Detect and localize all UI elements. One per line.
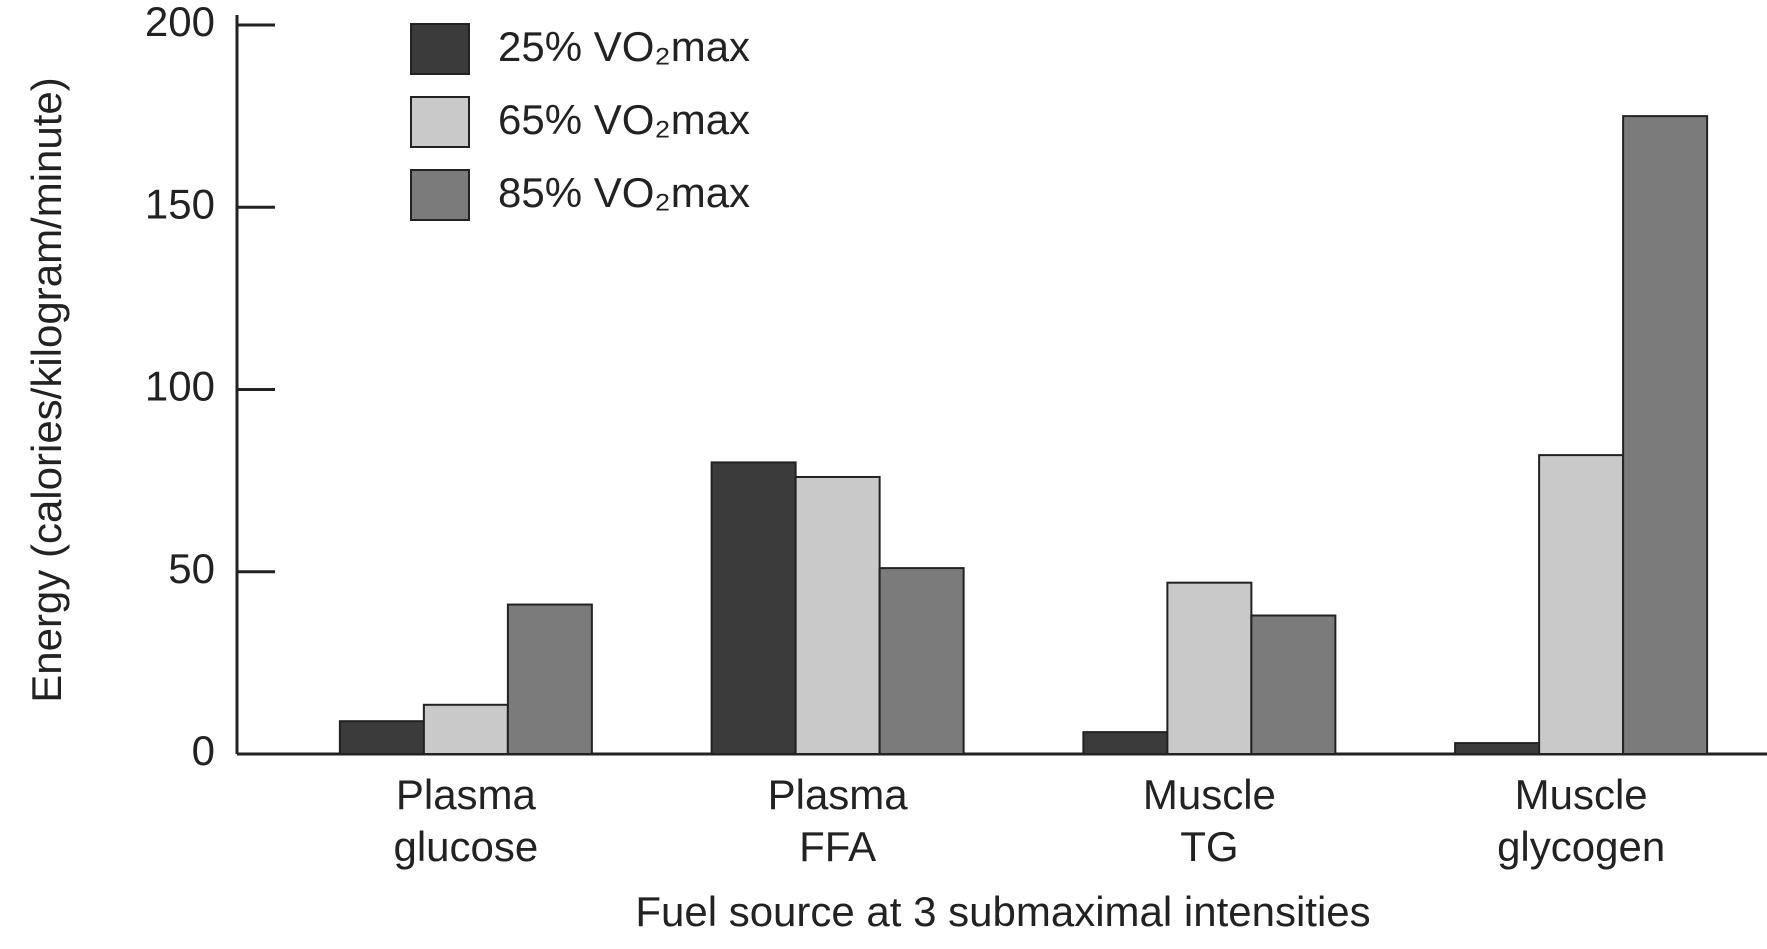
y-tick-label: 0 <box>192 727 215 774</box>
x-tick-label: FFA <box>799 823 876 870</box>
x-axis-title: Fuel source at 3 submaximal intensities <box>635 888 1370 935</box>
legend-swatch <box>410 169 470 221</box>
legend-label: 65% VO₂max <box>498 96 750 143</box>
x-tick-label: TG <box>1180 823 1238 870</box>
bar <box>1622 115 1709 755</box>
y-tick-label: 50 <box>168 545 215 592</box>
legend-label: 85% VO₂max <box>498 169 750 216</box>
bar <box>1538 454 1625 755</box>
bar <box>710 461 797 755</box>
y-tick-label: 100 <box>145 363 215 410</box>
legend-label: 25% VO₂max <box>498 23 750 70</box>
x-tick-label: glucose <box>393 823 538 870</box>
bar <box>1250 614 1337 755</box>
legend-swatch <box>410 96 470 148</box>
bar <box>1454 742 1541 756</box>
bar <box>506 603 593 755</box>
bar <box>338 720 425 756</box>
x-tick-label: Muscle <box>1515 771 1648 818</box>
x-tick-label: Plasma <box>396 771 537 818</box>
y-axis-title: Energy (calories/kilogram/minute) <box>23 77 70 703</box>
bar <box>1082 731 1169 756</box>
bar <box>878 567 965 755</box>
bar <box>794 475 881 755</box>
x-tick-label: glycogen <box>1497 823 1665 870</box>
bar <box>1166 581 1253 755</box>
legend-swatch <box>410 23 470 75</box>
y-tick-label: 200 <box>145 0 215 45</box>
bar <box>422 703 509 755</box>
x-tick-label: Muscle <box>1143 771 1276 818</box>
x-tick-label: Plasma <box>768 771 909 818</box>
y-tick-label: 150 <box>145 180 215 227</box>
